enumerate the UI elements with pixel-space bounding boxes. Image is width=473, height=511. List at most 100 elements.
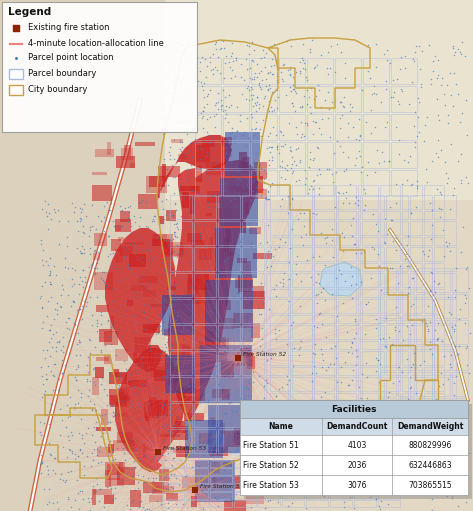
Point bbox=[349, 485, 357, 493]
Point bbox=[192, 45, 199, 53]
Point bbox=[220, 347, 228, 355]
Bar bbox=[170, 429, 192, 453]
Bar bbox=[314, 351, 336, 375]
Point bbox=[105, 418, 112, 426]
Point bbox=[217, 44, 224, 53]
Point bbox=[51, 360, 58, 368]
Point bbox=[165, 103, 173, 111]
Point bbox=[271, 244, 279, 252]
Bar bbox=[410, 299, 432, 323]
Point bbox=[286, 71, 293, 79]
Point bbox=[245, 134, 253, 142]
Point bbox=[225, 139, 232, 147]
Point bbox=[149, 487, 157, 495]
Point bbox=[278, 382, 285, 390]
Point bbox=[212, 362, 220, 370]
Bar bbox=[181, 296, 201, 305]
Point bbox=[240, 280, 248, 288]
Point bbox=[240, 76, 247, 84]
Point bbox=[203, 476, 211, 484]
Point bbox=[176, 386, 184, 394]
Point bbox=[395, 362, 403, 370]
Point bbox=[291, 107, 299, 115]
Point bbox=[144, 223, 152, 231]
Bar bbox=[380, 268, 396, 292]
Bar bbox=[176, 416, 183, 428]
Point bbox=[78, 248, 85, 257]
Point bbox=[260, 53, 268, 61]
Point bbox=[283, 161, 291, 169]
Point bbox=[159, 353, 167, 361]
Point bbox=[372, 354, 379, 362]
Point bbox=[433, 336, 440, 344]
Bar bbox=[170, 351, 192, 375]
Point bbox=[81, 273, 89, 282]
Point bbox=[202, 359, 210, 367]
Point bbox=[178, 138, 186, 146]
Point bbox=[162, 472, 170, 480]
Point bbox=[412, 203, 420, 211]
Point bbox=[88, 431, 96, 439]
Point bbox=[256, 160, 264, 169]
Point bbox=[457, 176, 464, 184]
Point bbox=[317, 288, 325, 296]
Point bbox=[165, 503, 172, 511]
Bar bbox=[166, 493, 178, 501]
Point bbox=[158, 372, 166, 380]
Point bbox=[218, 223, 226, 231]
Point bbox=[264, 187, 272, 195]
Bar bbox=[307, 114, 333, 140]
Point bbox=[88, 405, 96, 413]
Point bbox=[246, 74, 254, 82]
Point bbox=[159, 205, 166, 214]
Text: Facilities: Facilities bbox=[331, 405, 377, 413]
Bar bbox=[117, 468, 135, 485]
Bar bbox=[336, 237, 356, 261]
Point bbox=[424, 327, 431, 335]
Point bbox=[451, 342, 458, 350]
Bar bbox=[222, 136, 232, 146]
Point bbox=[207, 85, 214, 94]
Bar bbox=[398, 268, 414, 292]
Point bbox=[272, 131, 280, 140]
Bar bbox=[270, 315, 290, 339]
Point bbox=[77, 305, 84, 313]
Point bbox=[431, 438, 438, 446]
Point bbox=[317, 51, 325, 59]
Point bbox=[93, 480, 101, 488]
Bar bbox=[362, 299, 384, 323]
Point bbox=[307, 400, 314, 408]
Bar bbox=[314, 221, 336, 245]
Bar bbox=[106, 142, 112, 155]
Point bbox=[405, 489, 412, 497]
Point bbox=[277, 202, 284, 210]
Point bbox=[268, 445, 275, 453]
Point bbox=[394, 98, 402, 106]
Point bbox=[281, 413, 289, 421]
Point bbox=[244, 391, 252, 399]
Point bbox=[287, 63, 294, 71]
Point bbox=[75, 363, 82, 371]
Point bbox=[210, 420, 218, 428]
Point bbox=[51, 205, 58, 214]
Point bbox=[149, 389, 157, 397]
Point bbox=[375, 378, 383, 386]
Point bbox=[435, 480, 442, 489]
Bar bbox=[354, 500, 376, 507]
Point bbox=[438, 444, 446, 452]
Point bbox=[234, 472, 241, 480]
Point bbox=[198, 487, 205, 495]
Point bbox=[113, 472, 120, 480]
Bar bbox=[186, 460, 208, 467]
Point bbox=[245, 165, 253, 173]
Point bbox=[193, 111, 201, 120]
Point bbox=[309, 177, 316, 185]
Point bbox=[256, 341, 264, 350]
Point bbox=[158, 403, 166, 411]
Point bbox=[184, 87, 192, 96]
Point bbox=[51, 208, 59, 217]
Point bbox=[350, 123, 357, 131]
Point bbox=[378, 475, 385, 483]
Point bbox=[135, 484, 142, 492]
Point bbox=[74, 386, 81, 394]
